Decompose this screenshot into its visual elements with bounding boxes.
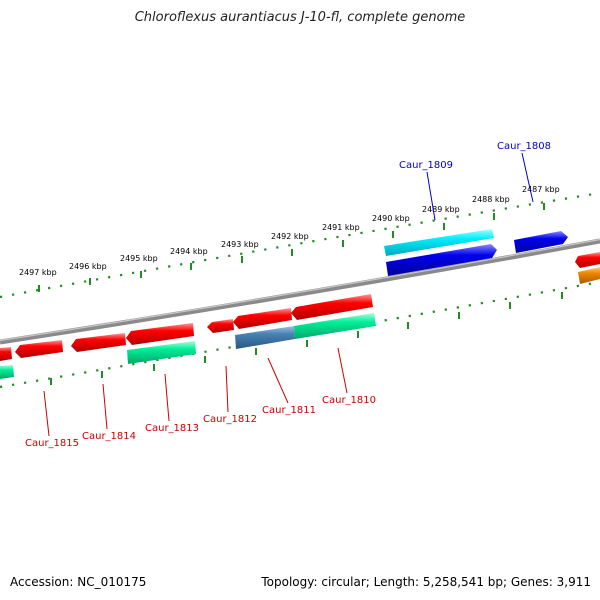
gene-caur-1810-red[interactable] xyxy=(291,294,373,320)
gene-label-caur-1808[interactable]: Caur_1808 xyxy=(497,141,551,152)
leader-caur-1813 xyxy=(164,373,170,422)
scale-label: 2491 kbp xyxy=(322,223,360,232)
scale-label: 2488 kbp xyxy=(472,195,510,204)
gene-caur-1813-green[interactable] xyxy=(127,341,196,364)
forward-genes xyxy=(384,229,600,284)
gene-caur-1810-green[interactable] xyxy=(294,313,376,339)
topology-text: Topology: circular; Length: 5,258,541 bp… xyxy=(261,575,591,589)
genome-backbone-highlight xyxy=(0,238,600,342)
scale-label: 2494 kbp xyxy=(170,247,208,256)
scale-labels: 2497 kbp 2496 kbp 2495 kbp 2494 kbp 2493… xyxy=(19,185,560,277)
scale-label: 2492 kbp xyxy=(271,232,309,241)
scale-label: 2496 kbp xyxy=(69,262,107,271)
scale-label: 2487 kbp xyxy=(522,185,560,194)
gene-label-caur-1811[interactable]: Caur_1811 xyxy=(262,405,316,416)
leader-caur-1808 xyxy=(521,152,534,203)
gene-label-caur-1809[interactable]: Caur_1809 xyxy=(399,160,453,171)
gene-label-caur-1812[interactable]: Caur_1812 xyxy=(203,414,257,425)
gene-caur-1813-red[interactable] xyxy=(126,323,194,345)
gene-labels: Caur_1809 Caur_1808 Caur_1815 Caur_1814 … xyxy=(25,141,551,449)
gene-caur-1809-cyan[interactable] xyxy=(384,229,494,256)
scale-label: 2489 kbp xyxy=(422,205,460,214)
reverse-genes xyxy=(0,294,376,379)
gene-caur-1811-red[interactable] xyxy=(233,308,292,329)
gene-partial-orange-right[interactable] xyxy=(578,267,600,284)
gene-partial-red-left[interactable] xyxy=(0,347,12,361)
leader-caur-1814 xyxy=(102,383,108,430)
gene-caur-1808-blue[interactable] xyxy=(514,231,568,253)
scale-label: 2497 kbp xyxy=(19,268,57,277)
leader-caur-1815 xyxy=(43,390,50,437)
label-leaders xyxy=(43,152,534,437)
gene-label-caur-1813[interactable]: Caur_1813 xyxy=(145,423,199,434)
gene-caur-1812[interactable] xyxy=(207,319,234,333)
scale-label: 2493 kbp xyxy=(221,240,259,249)
scale-label: 2495 kbp xyxy=(120,254,158,263)
leader-caur-1811 xyxy=(267,357,289,404)
leader-caur-1809 xyxy=(426,171,436,221)
outer-major-ticks xyxy=(38,203,545,292)
gene-caur-1809-blue[interactable] xyxy=(386,244,497,276)
gene-label-caur-1815[interactable]: Caur_1815 xyxy=(25,438,79,449)
inner-major-ticks xyxy=(50,292,563,385)
genome-backbone xyxy=(0,238,600,345)
accession-text: Accession: NC_010175 xyxy=(10,575,147,589)
gene-caur-1815[interactable] xyxy=(15,340,63,358)
leader-caur-1810 xyxy=(337,347,348,394)
gene-partial-red-right[interactable] xyxy=(575,252,600,268)
scale-label: 2490 kbp xyxy=(372,214,410,223)
gene-label-caur-1810[interactable]: Caur_1810 xyxy=(322,395,376,406)
leader-caur-1812 xyxy=(225,365,229,413)
gene-partial-green-left[interactable] xyxy=(0,365,14,379)
gene-caur-1814[interactable] xyxy=(71,333,126,352)
gene-caur-1811-steel[interactable] xyxy=(235,326,295,349)
map-title: Chloroflexus aurantiacus J-10-fl, comple… xyxy=(134,10,466,25)
gene-label-caur-1814[interactable]: Caur_1814 xyxy=(82,431,136,442)
